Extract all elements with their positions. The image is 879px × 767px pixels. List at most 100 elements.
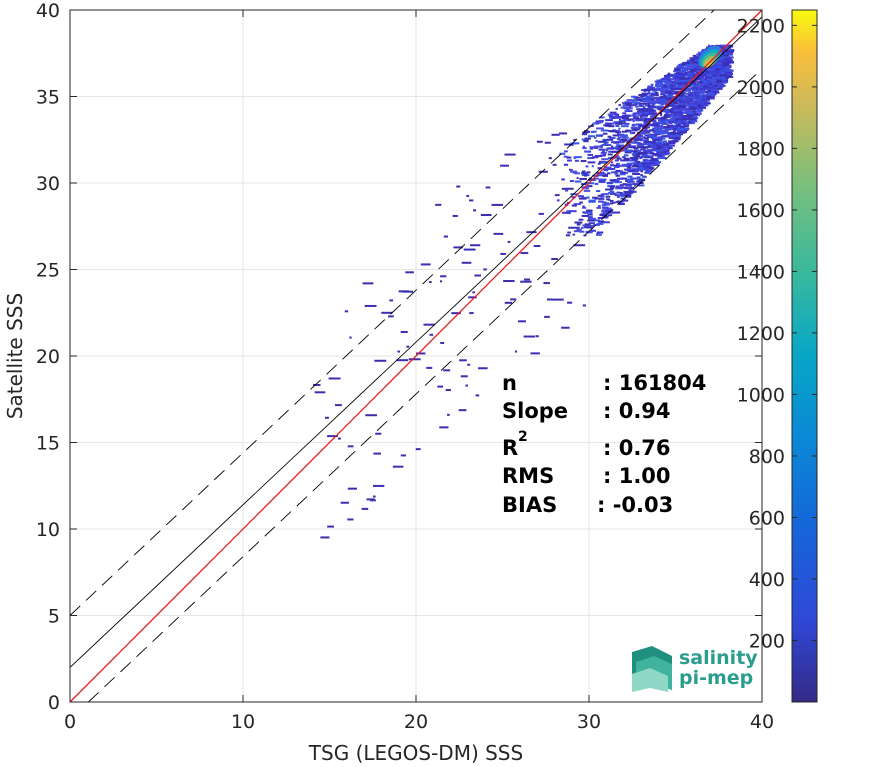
- x-tick-label: 20: [404, 711, 428, 733]
- density-cell: [636, 184, 645, 187]
- density-cell: [579, 201, 583, 204]
- density-cell: [707, 80, 713, 83]
- density-cell: [697, 87, 700, 90]
- density-cell: [472, 291, 476, 294]
- density-cell: [582, 206, 587, 209]
- density-cell: [634, 155, 641, 158]
- density-cell: [624, 110, 628, 113]
- density-cell: [651, 119, 657, 122]
- density-cell: [573, 142, 580, 145]
- density-cell: [518, 320, 526, 323]
- density-cell: [721, 56, 725, 59]
- density-cell: [641, 154, 648, 157]
- density-cell: [470, 244, 481, 247]
- density-cell: [695, 112, 702, 115]
- density-cell: [657, 136, 663, 139]
- density-cell: [582, 205, 585, 208]
- density-cell: [642, 109, 648, 112]
- density-cell: [597, 205, 601, 208]
- density-cell: [649, 164, 655, 167]
- density-cell: [640, 156, 643, 159]
- stat-bias-value: : -0.03: [597, 493, 673, 517]
- density-cell: [617, 136, 622, 139]
- density-cell: [685, 102, 691, 105]
- density-cell: [642, 106, 646, 109]
- density-cell: [640, 105, 645, 108]
- density-cell: [663, 102, 670, 105]
- density-cell: [698, 91, 706, 94]
- logo-line1: salinity: [679, 647, 758, 669]
- density-cell: [645, 89, 650, 92]
- density-cell: [614, 181, 622, 184]
- y-tick-label: 20: [36, 346, 60, 368]
- density-cell: [650, 88, 658, 91]
- density-cell: [708, 68, 717, 71]
- density-cell: [643, 122, 648, 125]
- density-cell: [692, 88, 696, 91]
- stat-r2-superscript: 2: [518, 429, 528, 445]
- density-cell: [653, 149, 662, 152]
- y-tick-label: 15: [36, 433, 60, 455]
- density-cell: [655, 91, 659, 94]
- density-cell: [683, 120, 687, 123]
- density-cell: [662, 109, 667, 112]
- density-cell: [696, 66, 702, 69]
- density-cell: [619, 139, 623, 142]
- density-cell: [630, 157, 637, 160]
- density-cell: [614, 178, 620, 181]
- density-cell: [667, 78, 671, 81]
- density-cell: [634, 184, 637, 187]
- density-cell: [724, 46, 731, 49]
- density-cell: [327, 525, 334, 528]
- density-cell: [641, 117, 647, 120]
- density-cell: [475, 394, 480, 397]
- density-cell: [662, 131, 669, 134]
- density-cell: [721, 71, 726, 74]
- density-cell: [687, 121, 692, 124]
- density-cell: [722, 64, 727, 67]
- density-cell: [624, 151, 632, 154]
- density-cell: [649, 133, 656, 136]
- density-cell: [725, 67, 728, 70]
- density-cell: [632, 158, 638, 161]
- density-cell: [685, 110, 688, 113]
- density-cell: [624, 191, 631, 194]
- density-cell: [675, 98, 683, 101]
- density-cell: [596, 222, 604, 225]
- density-cell: [582, 304, 586, 307]
- density-cell: [630, 186, 635, 189]
- x-tick-label: 40: [750, 711, 774, 733]
- density-cell: [551, 133, 560, 136]
- density-cell: [715, 86, 720, 89]
- density-cell: [725, 56, 734, 59]
- density-cell: [631, 153, 636, 156]
- density-cell: [582, 145, 586, 148]
- density-cell: [616, 191, 620, 194]
- density-cell: [595, 120, 602, 123]
- density-cell: [461, 261, 472, 264]
- colorbar-tick-label: 2200: [737, 15, 785, 37]
- density-cell: [640, 114, 648, 117]
- density-cell: [674, 121, 682, 124]
- density-cell: [707, 44, 711, 47]
- logo-line2: pi-mep: [679, 667, 753, 689]
- density-cell: [701, 101, 710, 104]
- density-cell: [563, 155, 568, 158]
- density-cell: [640, 131, 643, 134]
- density-cell: [466, 194, 470, 197]
- density-cell: [607, 192, 613, 195]
- density-cell: [570, 170, 578, 173]
- density-cell: [688, 102, 697, 105]
- density-cell: [695, 90, 700, 93]
- density-cell: [707, 79, 713, 82]
- density-cell: [696, 81, 704, 84]
- density-cell: [642, 126, 650, 129]
- density-cell: [536, 140, 543, 143]
- density-cell: [670, 117, 676, 120]
- density-cell: [601, 193, 609, 196]
- density-cell: [595, 140, 598, 143]
- density-cell: [429, 281, 432, 284]
- density-cell: [596, 231, 604, 234]
- density-cell: [643, 168, 651, 171]
- density-cell: [696, 77, 703, 80]
